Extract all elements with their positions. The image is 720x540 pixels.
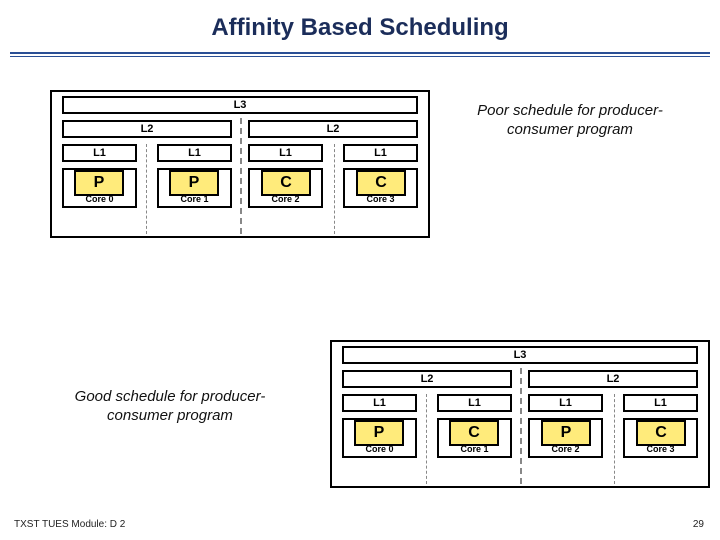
pc-1: P [169,170,219,196]
page-title: Affinity Based Scheduling [0,0,720,52]
l1-0b: L1 [342,394,417,412]
l1-0: L1 [62,144,137,162]
l1-label: L1 [188,147,201,159]
inner-div-2 [334,144,335,234]
l2-label-2: L2 [421,373,434,385]
pc-3b: C [636,420,686,446]
l2-left: L2 [62,120,232,138]
center-divider-2 [520,368,522,484]
l1-3b: L1 [623,394,698,412]
l3-label: L3 [234,99,247,111]
center-divider [240,118,242,234]
pc-3b-label: C [655,424,667,442]
l2-right: L2 [248,120,418,138]
pc-0: P [74,170,124,196]
footer-text: TXST TUES Module: D 2 [14,519,125,530]
l1-2: L1 [248,144,323,162]
l3-cache-2: L3 [342,346,698,364]
poor-schedule-caption: Poor schedule for producer-consumer prog… [450,102,690,140]
pc-2-label: C [280,174,292,192]
pc-2b-label: P [561,424,572,442]
page-number: 29 [693,519,704,530]
pc-3: C [356,170,406,196]
pc-1b: C [449,420,499,446]
l2-label: L2 [141,123,154,135]
pc-2b: P [541,420,591,446]
pc-1b-label: C [468,424,480,442]
title-rule [0,52,720,57]
l3-label-2: L3 [514,349,527,361]
l3-cache: L3 [62,96,418,114]
l1-3: L1 [343,144,418,162]
pc-3-label: C [375,174,387,192]
l1-label: L1 [374,147,387,159]
l1-label-b0: L1 [373,397,386,409]
inner-div-2b [614,394,615,484]
l2-label-2b: L2 [607,373,620,385]
good-schedule-caption: Good schedule for producer-consumer prog… [50,388,290,426]
l1-label: L1 [93,147,106,159]
l1-label-b2: L1 [559,397,572,409]
l1-label-b3: L1 [654,397,667,409]
l2-label: L2 [327,123,340,135]
pc-0b-label: P [374,424,385,442]
inner-div-1 [146,144,147,234]
pc-0b: P [354,420,404,446]
pc-2: C [261,170,311,196]
l1-1b: L1 [437,394,512,412]
l1-2b: L1 [528,394,603,412]
l2-left-2: L2 [342,370,512,388]
l1-label-b1: L1 [468,397,481,409]
l1-label: L1 [279,147,292,159]
l2-right-2: L2 [528,370,698,388]
poor-schedule-diagram: L3 L2 L2 L1 L1 L1 L1 Core 0 Core 1 Core … [50,90,430,238]
pc-1-label: P [189,174,200,192]
l1-1: L1 [157,144,232,162]
good-schedule-diagram: L3 L2 L2 L1 L1 L1 L1 Core 0 Core 1 Core … [330,340,710,488]
inner-div-1b [426,394,427,484]
pc-0-label: P [94,174,105,192]
